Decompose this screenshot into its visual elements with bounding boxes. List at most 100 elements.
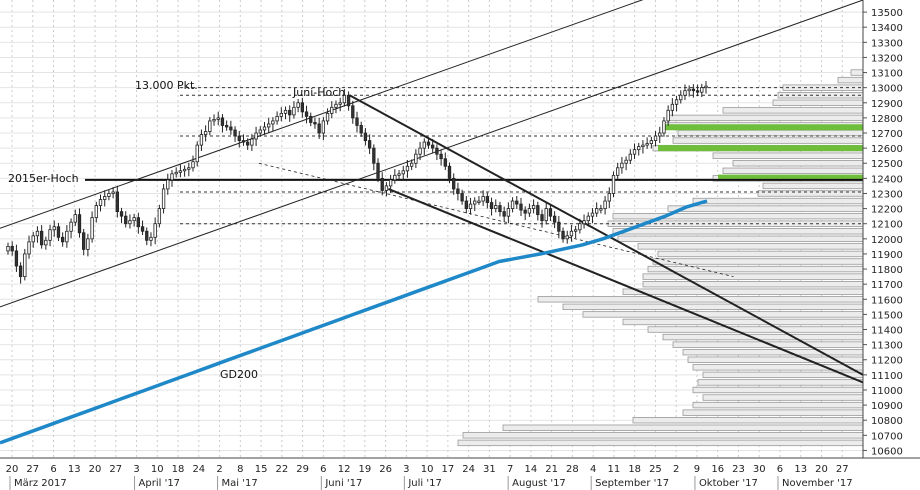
candle-down: [498, 205, 502, 213]
candle-down: [61, 236, 65, 243]
profile-bar: [702, 394, 864, 401]
x-day-label: 20: [6, 464, 19, 475]
x-day-label: 4: [590, 464, 596, 475]
x-day-label: 23: [732, 464, 745, 475]
candle-up: [262, 126, 267, 131]
candle-up: [216, 117, 220, 120]
candle-up: [595, 208, 599, 214]
candle-up: [292, 106, 296, 116]
profile-bar: [617, 235, 864, 243]
candle-down: [145, 230, 149, 241]
y-tick-label: 10600: [871, 446, 903, 457]
candle-up: [510, 200, 515, 209]
candle-down: [115, 191, 119, 213]
x-day-label: 17: [442, 464, 455, 475]
candle-up: [410, 162, 414, 167]
profile-bar: [667, 205, 864, 212]
candle-up: [132, 217, 136, 222]
candle-down: [552, 215, 557, 223]
candle-up: [52, 226, 56, 231]
candle-up: [44, 239, 48, 246]
candle-down: [359, 125, 363, 134]
support-zone: [663, 124, 863, 131]
candle-up: [174, 171, 178, 175]
x-day-label: 6: [50, 464, 56, 475]
trend-line: [349, 94, 864, 376]
candle-down: [237, 135, 241, 141]
candle-up: [611, 174, 616, 194]
candle-up: [283, 109, 288, 114]
x-day-label: 2: [673, 464, 679, 475]
candle-up: [191, 161, 195, 169]
candle-down: [300, 102, 304, 113]
candle-up: [531, 205, 536, 209]
profile-bar: [762, 182, 864, 190]
candle-up: [683, 90, 687, 96]
candle-up: [187, 167, 191, 170]
candle-down: [443, 158, 447, 167]
profile-bar: [652, 258, 864, 265]
x-day-label: 24: [192, 464, 205, 475]
candle-down: [119, 211, 124, 217]
candle-up: [573, 229, 578, 232]
x-month-label: Juli '17: [407, 478, 442, 489]
x-month-label: Oktober '17: [699, 478, 758, 489]
x-day-label: 20: [89, 464, 102, 475]
candle-up: [628, 153, 632, 161]
x-day-label: 18: [628, 464, 641, 475]
candle-down: [56, 226, 61, 238]
x-day-label: 7: [507, 464, 513, 475]
gd200-label: GD200: [220, 368, 258, 381]
y-tick-label: 10900: [871, 401, 903, 412]
candles: [6, 81, 708, 284]
profile-bar: [772, 99, 864, 106]
candle-up: [321, 120, 326, 134]
y-tick-label: 11800: [871, 265, 903, 276]
y-tick-label: 11200: [871, 356, 903, 367]
x-day-label: 15: [255, 464, 268, 475]
y-tick-label: 11700: [871, 280, 903, 291]
x-day-label: 26: [379, 464, 392, 475]
candle-up: [65, 230, 69, 243]
profile-bar: [850, 69, 864, 76]
profile-bar: [722, 167, 864, 174]
x-day-label: 6: [777, 464, 783, 475]
candle-up: [481, 196, 485, 202]
candle-up: [637, 146, 641, 151]
candle-up: [178, 170, 183, 173]
candle-down: [426, 141, 431, 146]
candle-down: [485, 196, 490, 203]
candle-down: [351, 105, 355, 119]
x-day-label: 14: [525, 464, 538, 475]
x-day-label: 2: [216, 464, 222, 475]
candle-up: [23, 253, 27, 278]
x-day-label: 3: [403, 464, 409, 475]
y-tick-label: 12800: [871, 114, 903, 125]
profile-bar: [682, 349, 864, 356]
moving-average: [0, 199, 708, 445]
candle-up: [342, 94, 347, 104]
candle-down: [691, 88, 696, 92]
candle-up: [48, 229, 52, 241]
candle-up: [296, 102, 300, 108]
profile-bar: [837, 76, 864, 84]
trend-lines: [0, 0, 864, 384]
candle-up: [473, 200, 477, 205]
candle-up: [607, 193, 611, 202]
candle-up: [603, 200, 607, 209]
y-tick-label: 12300: [871, 189, 903, 200]
candle-down: [372, 147, 376, 164]
x-day-label: 3: [133, 464, 139, 475]
x-day-label: 11: [608, 464, 621, 475]
candle-up: [69, 221, 73, 232]
candle-up: [666, 109, 670, 122]
candle-down: [355, 117, 359, 126]
candle-up: [203, 131, 208, 135]
candle-down: [309, 115, 313, 123]
x-day-label: 27: [109, 464, 122, 475]
y-tick-label: 12900: [871, 99, 903, 110]
profile-bar: [622, 288, 864, 295]
x-day-label: 30: [753, 464, 766, 475]
